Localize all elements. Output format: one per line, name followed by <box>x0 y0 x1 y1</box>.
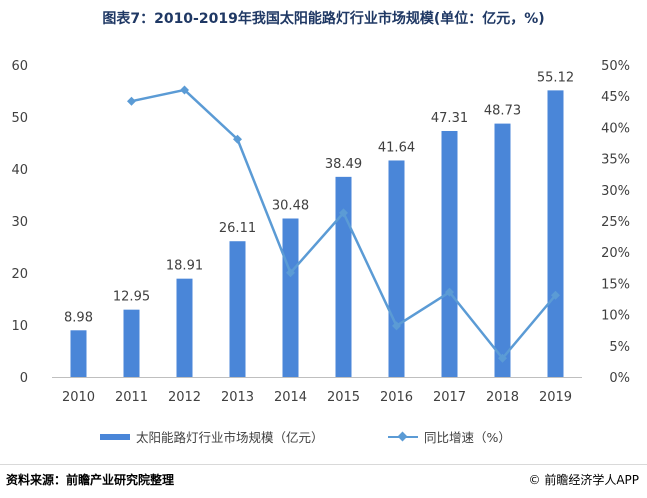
line-point <box>233 134 242 144</box>
bar-series <box>70 90 564 377</box>
chart-canvas: 0 10 20 30 40 50 60 0% 5% 10% 15% 20% 25% 30% 35% 40% 4… <box>11 59 630 405</box>
line-point <box>339 208 348 218</box>
legend-label-line: 同比增速（%） <box>424 430 511 445</box>
y-right-tick-label: 40% <box>601 121 630 136</box>
bar-data-label: 48.73 <box>484 104 521 119</box>
bar <box>494 123 511 377</box>
legend-item-line: 同比增速（%） <box>388 427 511 446</box>
x-tick-label: 2017 <box>433 390 466 405</box>
bar <box>282 218 299 377</box>
legend-label-bar: 太阳能路灯行业市场规模（亿元） <box>136 430 324 445</box>
line-point <box>551 290 560 300</box>
y-left-tick-label: 50 <box>11 111 28 126</box>
x-tick-label: 2018 <box>486 390 519 405</box>
legend-line-swatch <box>388 430 418 444</box>
bar <box>335 176 352 377</box>
legend: 太阳能路灯行业市场规模（亿元） 同比增速（%） <box>100 427 560 445</box>
source-note: 资料来源：前瞻产业研究院整理 <box>6 473 175 487</box>
bar <box>388 160 405 377</box>
legend-item-bar: 太阳能路灯行业市场规模（亿元） <box>100 427 324 446</box>
line-point <box>127 96 136 106</box>
line-point <box>180 85 189 95</box>
line-point <box>498 353 507 363</box>
y-left-tick-label: 30 <box>11 215 28 230</box>
y-right-tick-label: 30% <box>601 184 630 199</box>
y-right-axis: 0% 5% 10% 15% 20% 25% 30% 35% 40% 45% 50% <box>601 59 630 386</box>
x-tick-label: 2010 <box>62 390 95 405</box>
footer-divider <box>0 464 647 465</box>
bar-data-label: 38.49 <box>325 157 362 172</box>
x-tick-label: 2012 <box>168 390 201 405</box>
y-right-tick-label: 20% <box>601 246 630 261</box>
x-tick-label: 2016 <box>380 390 413 405</box>
y-left-tick-label: 20 <box>11 267 28 282</box>
bar-data-label: 26.11 <box>219 221 256 236</box>
y-right-tick-label: 35% <box>601 153 630 168</box>
line-series <box>127 85 560 363</box>
bar-data-label: 47.31 <box>431 111 468 126</box>
line-point <box>286 268 295 278</box>
y-right-tick-label: 5% <box>609 340 630 355</box>
legend-bar-swatch <box>100 433 130 440</box>
y-left-tick-label: 0 <box>20 371 28 386</box>
y-right-tick-label: 0% <box>609 371 630 386</box>
bar-data-labels: 8.98 12.95 18.91 26.11 30.48 38.49 41.64 47.31 4… <box>64 70 574 325</box>
bar-data-label: 12.95 <box>113 290 150 305</box>
y-right-tick-label: 15% <box>601 277 630 292</box>
bar <box>70 330 87 377</box>
bar-data-label: 41.64 <box>378 140 415 155</box>
line-point <box>445 287 454 297</box>
y-right-tick-label: 10% <box>601 309 630 324</box>
y-left-tick-label: 10 <box>11 319 28 334</box>
line-point <box>392 321 401 331</box>
bar <box>176 278 193 377</box>
chart-title: 图表7：2010-2019年我国太阳能路灯行业市场规模(单位：亿元，%) <box>102 11 545 27</box>
x-tick-label: 2014 <box>274 390 307 405</box>
brand-label: © 前瞻经济学人APP <box>528 473 640 487</box>
bar-data-label: 18.91 <box>166 259 203 274</box>
bar <box>123 309 140 377</box>
y-left-tick-label: 60 <box>11 59 28 74</box>
y-right-tick-label: 45% <box>601 90 630 105</box>
bar-data-label: 8.98 <box>64 310 93 325</box>
bar <box>229 241 246 377</box>
bar <box>547 90 564 377</box>
x-tick-label: 2019 <box>539 390 572 405</box>
x-tick-label: 2013 <box>221 390 254 405</box>
x-axis: 2010 2011 2012 2013 2014 2015 2016 2017 2018 2019 <box>62 390 572 405</box>
x-tick-label: 2011 <box>115 390 148 405</box>
y-left-axis: 0 10 20 30 40 50 60 <box>11 59 28 386</box>
bar-data-label: 55.12 <box>537 70 574 85</box>
bar <box>441 130 458 377</box>
y-right-tick-label: 25% <box>601 215 630 230</box>
bar-data-label: 30.48 <box>272 199 309 214</box>
x-tick-label: 2015 <box>327 390 360 405</box>
y-right-tick-label: 50% <box>601 59 630 74</box>
y-left-tick-label: 40 <box>11 163 28 178</box>
